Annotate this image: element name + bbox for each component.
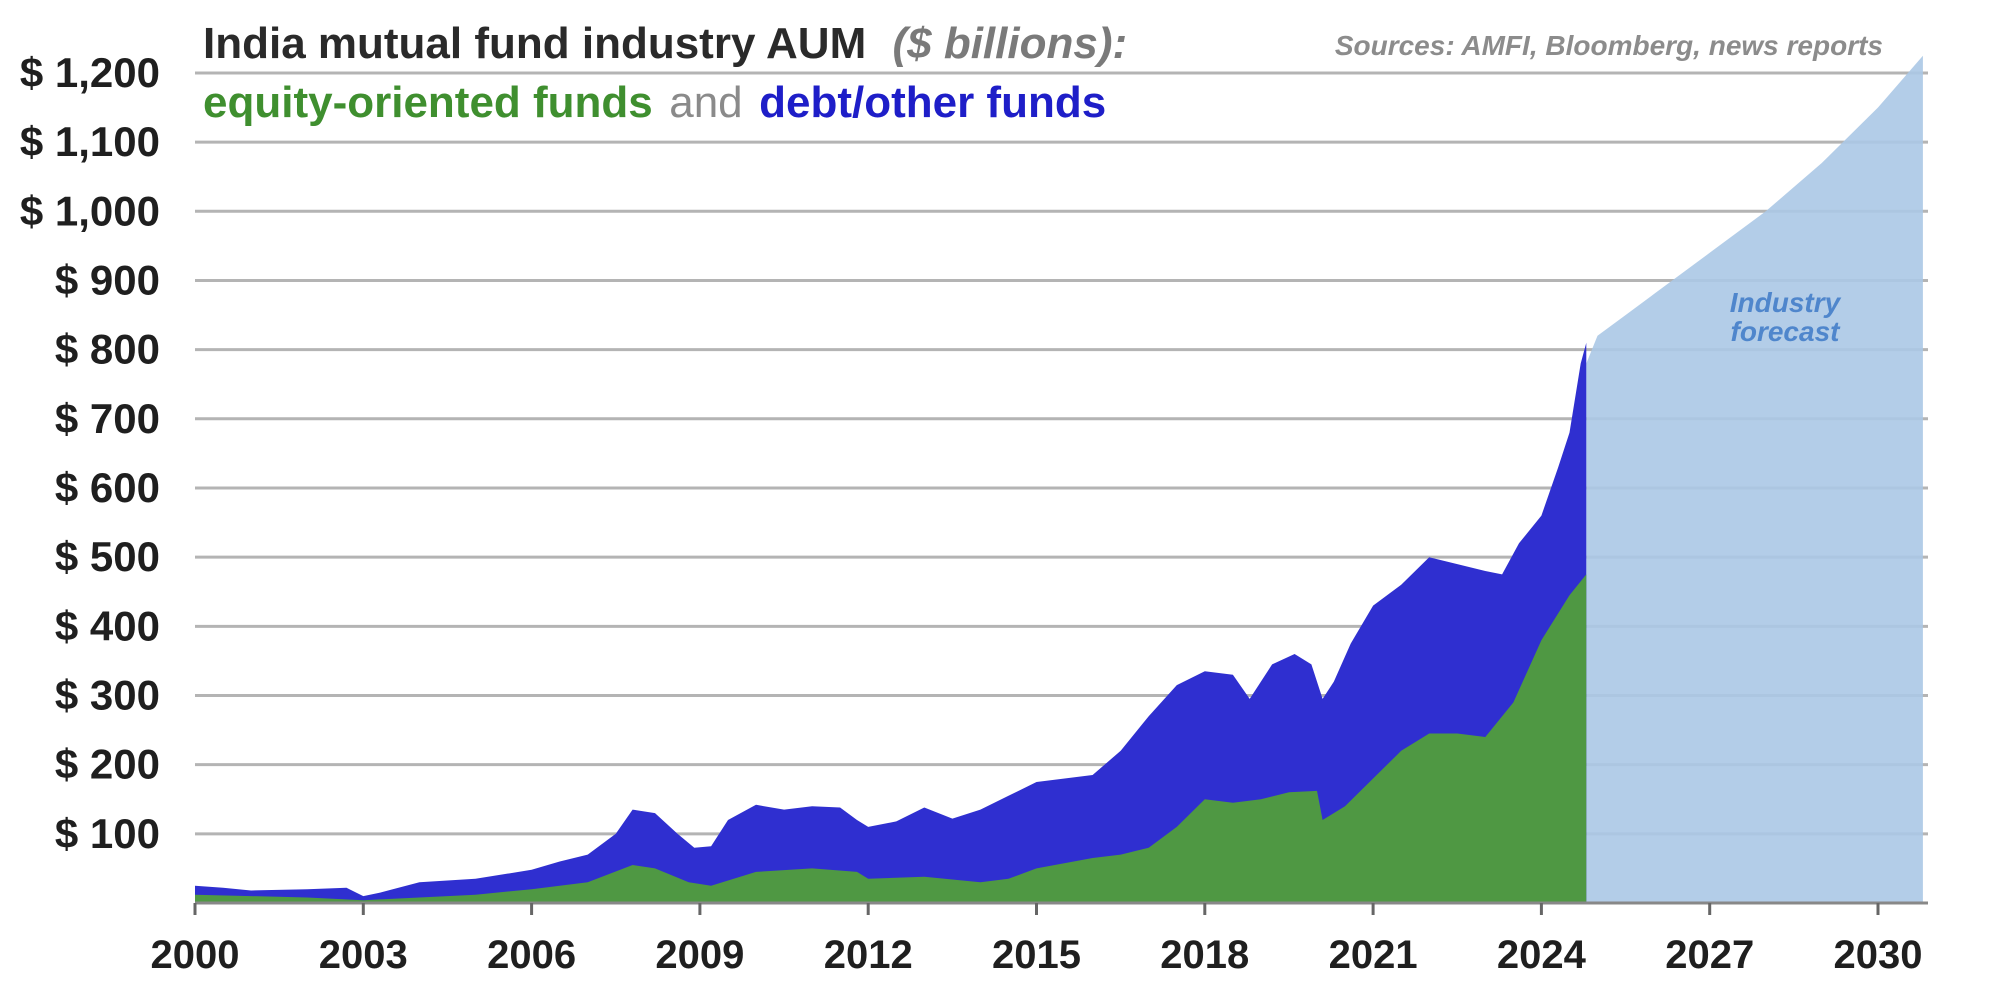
y-tick-label: $ 1,000 [20, 187, 160, 234]
y-tick-label: $ 900 [55, 256, 160, 303]
y-tick-label: $ 500 [55, 533, 160, 580]
y-tick-label: $ 1,100 [20, 118, 160, 165]
chart-title-unit: ($ billions): [892, 19, 1127, 68]
y-tick-label: $ 800 [55, 326, 160, 373]
x-tick-label: 2003 [319, 933, 408, 977]
chart-source: Sources: AMFI, Bloomberg, news reports [1335, 30, 1883, 61]
subtitle-debt: debt/other funds [759, 78, 1106, 127]
y-tick-label: $ 300 [55, 671, 160, 718]
debt-other-funds-area [195, 342, 1587, 903]
x-tick-label: 2027 [1665, 933, 1754, 977]
equity-funds-area [195, 574, 1587, 903]
x-tick-label: 2000 [151, 933, 240, 977]
forecast-annotation-line1: Industry [1730, 287, 1842, 318]
subtitle-and: and [669, 78, 742, 127]
chart-subtitle: equity-oriented funds and debt/other fun… [203, 78, 1106, 127]
y-tick-label: $ 700 [55, 395, 160, 442]
x-tick-label: 2021 [1329, 933, 1418, 977]
y-tick-label: $ 200 [55, 741, 160, 788]
y-tick-label: $ 400 [55, 602, 160, 649]
x-tick-label: 2012 [824, 933, 913, 977]
chart-title: India mutual fund industry AUM ($ billio… [203, 19, 1127, 68]
area-layer [195, 55, 1923, 903]
y-tick-label: $ 100 [55, 810, 160, 857]
forecast-area [1586, 55, 1923, 903]
x-tick-label: 2015 [992, 933, 1081, 977]
x-tick-label: 2024 [1497, 933, 1587, 977]
chart-title-main: India mutual fund industry AUM [203, 19, 866, 68]
subtitle-equity: equity-oriented funds [203, 78, 653, 127]
axes: $ 100 $ 200 $ 300 $ 400 $ 500 $ 600 $ 700 $ 800… [20, 49, 1928, 977]
x-tick-label: 2009 [655, 933, 744, 977]
y-tick-label: $ 600 [55, 464, 160, 511]
grid-lines [195, 71, 1928, 836]
x-tick-label: 2006 [487, 933, 576, 977]
y-tick-label: $ 1,200 [20, 49, 160, 96]
forecast-annotation-line2: forecast [1731, 316, 1842, 347]
x-tick-label: 2030 [1834, 933, 1923, 977]
x-tick-label: 2018 [1160, 933, 1249, 977]
